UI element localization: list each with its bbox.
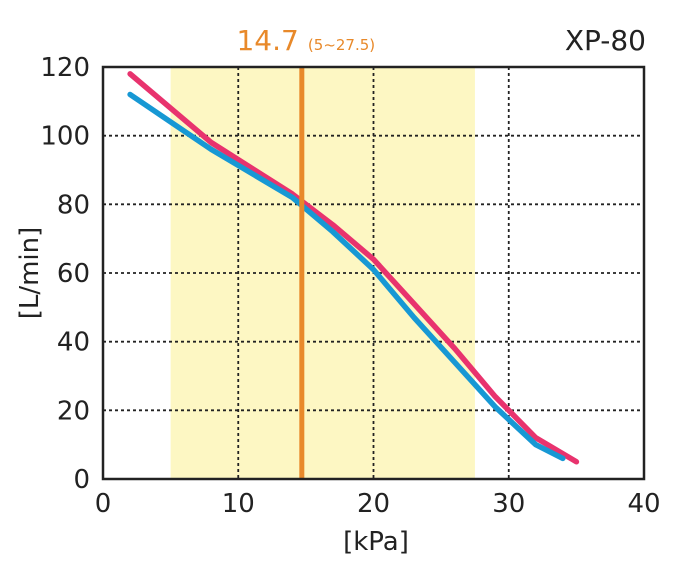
y-tick-label: 100 <box>40 122 90 152</box>
series-line-1 <box>127 71 580 465</box>
y-tick-label: 0 <box>73 465 90 495</box>
chart-title: XP-80 <box>565 24 646 57</box>
x-tick-label: 10 <box>222 489 255 519</box>
series-layer <box>127 71 580 465</box>
x-tick-label: 40 <box>627 489 660 519</box>
y-tick-label: 120 <box>40 53 90 83</box>
x-tick-label: 0 <box>95 489 112 519</box>
x-tick-label: 30 <box>492 489 525 519</box>
x-tick-labels: 0 10 20 30 40 <box>95 489 661 519</box>
operating-range-band <box>170 67 475 479</box>
y-tick-label: 80 <box>57 190 90 220</box>
y-tick-label: 60 <box>57 259 90 289</box>
y-axis-label: [L/min] <box>15 227 45 320</box>
operating-point-value: 14.7 <box>236 24 298 57</box>
y-tick-labels: 0 20 40 60 80 100 120 <box>40 53 90 495</box>
y-tick-label: 40 <box>57 328 90 358</box>
x-axis-label: [kPa] <box>343 527 409 557</box>
y-tick-label: 20 <box>57 396 90 426</box>
plot-frame <box>101 65 646 481</box>
series-line-2 <box>127 91 566 462</box>
operating-point-range: (5~27.5) <box>308 36 375 54</box>
x-tick-label: 20 <box>357 489 390 519</box>
operating-point-label: 14.7 (5~27.5) <box>236 24 375 57</box>
